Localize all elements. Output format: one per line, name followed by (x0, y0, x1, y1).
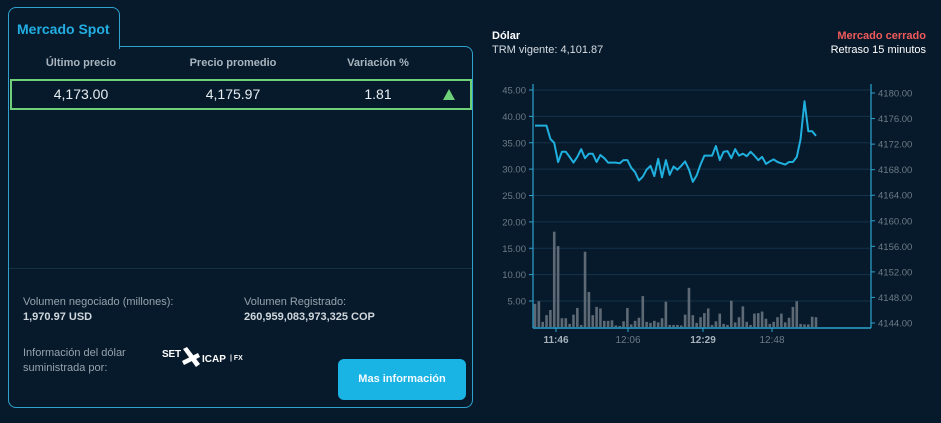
svg-text:4152.00: 4152.00 (878, 267, 912, 278)
logo-icap-text: ICAP (202, 354, 226, 365)
logo-cross-icon (182, 347, 200, 367)
svg-text:12:48: 12:48 (759, 335, 784, 346)
price-volume-chart: 5.00 10.00 15.00 20.00 25.00 30.00 35.00 40.00 4… (502, 84, 912, 346)
volume-bars (533, 231, 818, 327)
svg-text:10.00: 10.00 (502, 270, 526, 281)
svg-text:5.00: 5.00 (508, 297, 527, 308)
svg-text:4164.00: 4164.00 (878, 191, 912, 202)
svg-text:45.00: 45.00 (502, 86, 526, 97)
header-avg-price: Precio promedio (189, 57, 277, 69)
volume-registered-value: 260,959,083,973,325 COP (244, 311, 375, 323)
left-axis-ticks: 5.00 10.00 15.00 20.00 25.00 30.00 35.00 40.00 4… (502, 86, 533, 308)
set-icap-fx-logo: SET ICAP | FX (162, 346, 252, 370)
header-last-price: Último precio (45, 57, 117, 69)
divider (9, 268, 472, 269)
price-row (10, 79, 472, 110)
volume-negotiated-value: 1,970.97 USD (23, 311, 93, 323)
avg-price-value: 4,175.97 (205, 86, 261, 102)
triangle-up-icon (443, 89, 455, 100)
svg-text:30.00: 30.00 (502, 165, 526, 176)
volume-registered-label: Volumen Registrado: (244, 296, 347, 308)
chart-grid (533, 89, 871, 302)
svg-text:4172.00: 4172.00 (878, 140, 912, 151)
volume-negotiated-label: Volumen negociado (millones): (23, 296, 174, 308)
svg-text:25.00: 25.00 (502, 191, 526, 202)
svg-text:4168.00: 4168.00 (878, 165, 912, 176)
logo-fx-text: | FX (230, 355, 243, 362)
x-axis-ticks: 11:46 12:06 12:29 12:48 (543, 328, 785, 346)
header-variation: Variación % (347, 57, 409, 69)
svg-text:4180.00: 4180.00 (878, 89, 912, 100)
logo-set-text: SET (162, 349, 181, 360)
svg-text:4176.00: 4176.00 (878, 114, 912, 125)
svg-text:15.00: 15.00 (502, 244, 526, 255)
svg-text:40.00: 40.00 (502, 112, 526, 123)
tab-joint (9, 45, 119, 48)
svg-text:20.00: 20.00 (502, 217, 526, 228)
svg-text:4144.00: 4144.00 (878, 319, 912, 330)
more-info-button[interactable]: Mas información (338, 359, 466, 400)
last-price-value: 4,173.00 (53, 86, 109, 102)
svg-text:12:06: 12:06 (615, 335, 640, 346)
svg-text:11:46: 11:46 (543, 335, 568, 346)
right-axis-ticks: 4144.00 4148.00 4152.00 4156.00 4160.00 4164.… (871, 89, 912, 330)
variation-value: 1.81 (364, 86, 392, 102)
svg-text:4148.00: 4148.00 (878, 293, 912, 304)
trm-value: TRM vigente: 4,101.87 (492, 44, 604, 56)
market-status: Mercado cerrado (837, 30, 926, 42)
svg-text:12:29: 12:29 (690, 335, 716, 346)
price-line (535, 100, 817, 183)
tab-label: Mercado Spot (17, 21, 110, 37)
tab-mercado-spot[interactable]: Mercado Spot (8, 7, 120, 49)
svg-text:4160.00: 4160.00 (878, 216, 912, 227)
svg-text:35.00: 35.00 (502, 138, 526, 149)
chart-title: Dólar (492, 30, 521, 42)
svg-text:4156.00: 4156.00 (878, 242, 912, 253)
source-label-line2: suministrada por: (23, 362, 108, 374)
delay-notice: Retraso 15 minutos (830, 44, 926, 56)
source-label-line1: Información del dólar (23, 347, 126, 359)
